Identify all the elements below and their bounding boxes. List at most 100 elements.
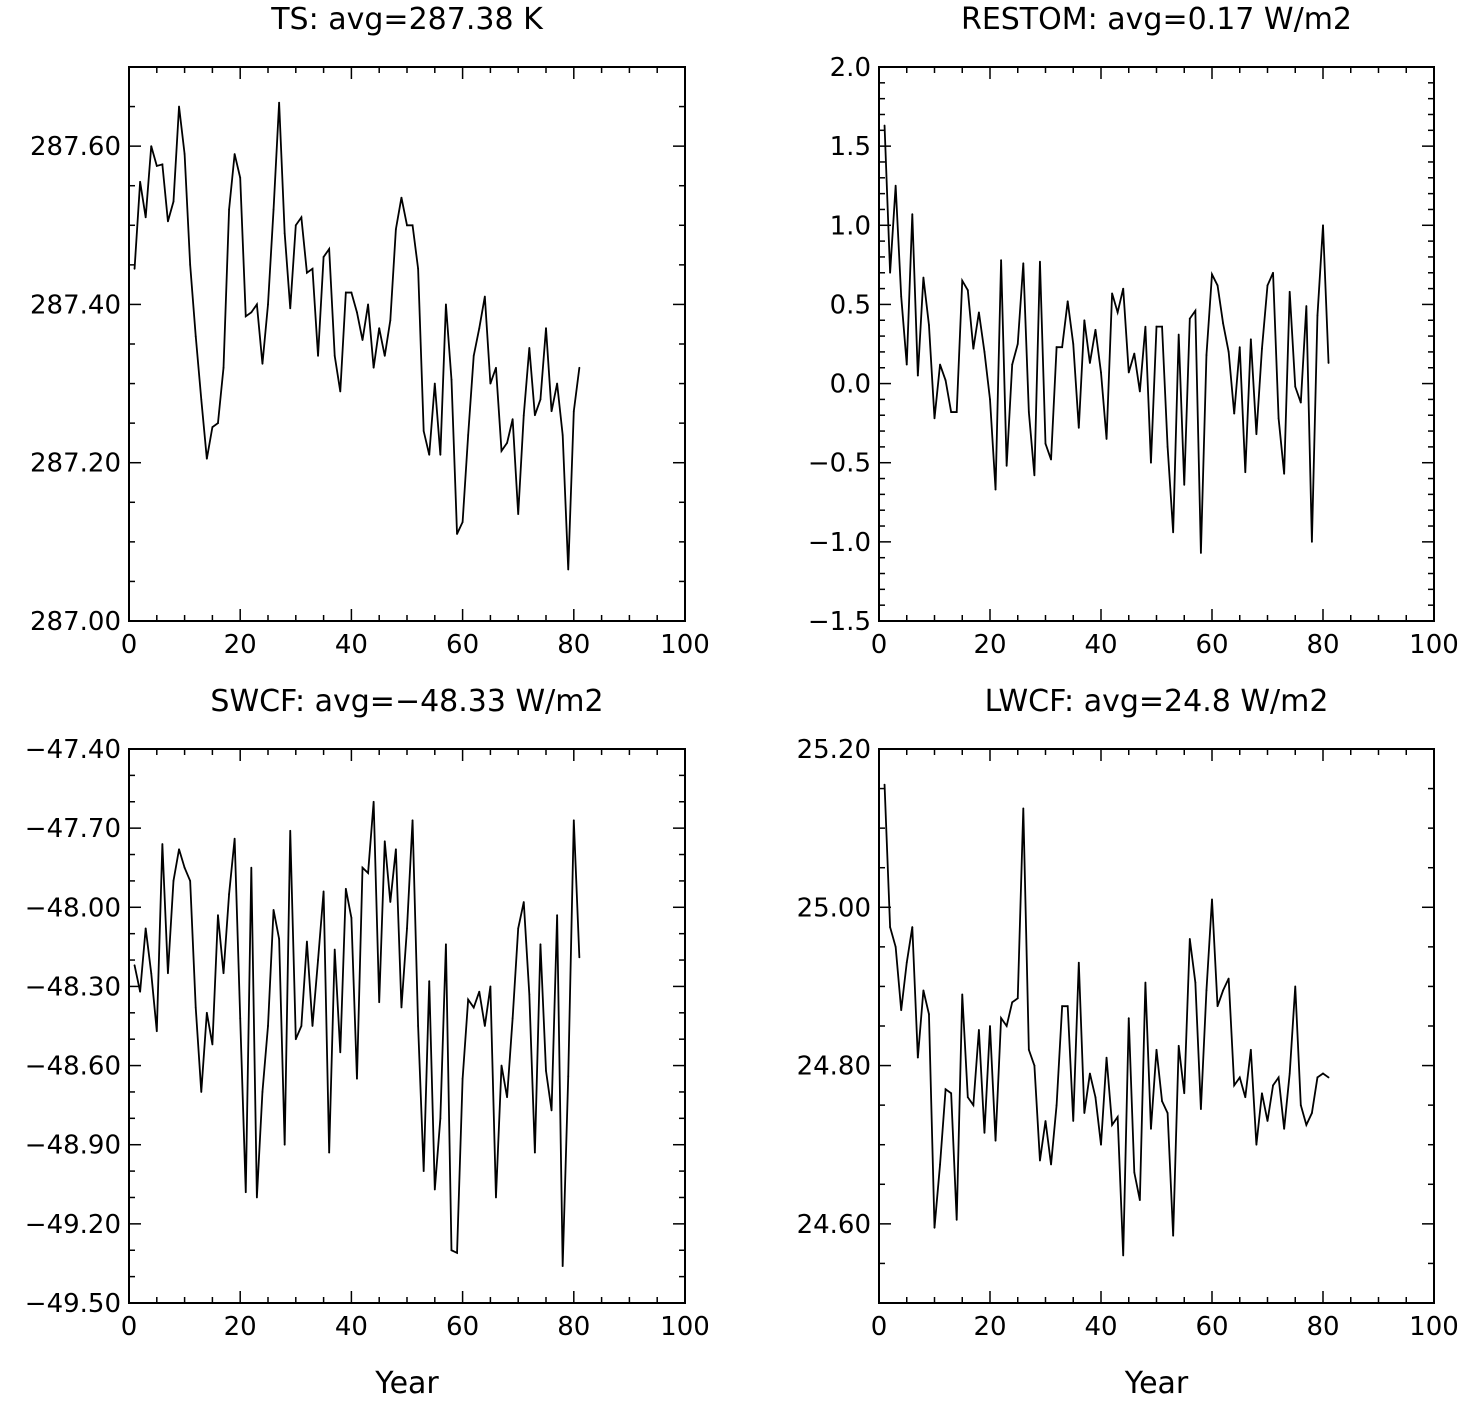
data-point <box>1294 385 1297 388</box>
data-point <box>1050 1163 1052 1166</box>
data-point <box>189 263 192 266</box>
data-point <box>905 961 908 964</box>
data-point <box>1122 1254 1125 1257</box>
data-point <box>406 927 408 930</box>
x-tick-label: 0 <box>871 630 888 660</box>
data-point <box>294 224 297 227</box>
data-point <box>1327 362 1330 364</box>
data-point <box>167 220 169 223</box>
data-point <box>1144 981 1147 984</box>
data-point <box>506 442 508 444</box>
data-point <box>561 1265 564 1267</box>
data-point <box>533 414 536 417</box>
data-point <box>1283 1127 1286 1130</box>
data-point <box>983 351 986 353</box>
data-point <box>944 379 947 382</box>
data-point <box>439 453 442 456</box>
data-point <box>311 267 314 270</box>
data-point <box>394 848 397 851</box>
series-line <box>133 801 581 1267</box>
data-point <box>1133 352 1136 355</box>
data-point <box>350 291 353 294</box>
data-point <box>211 426 214 428</box>
data-point <box>1211 273 1213 276</box>
x-tick-label: 100 <box>660 630 710 660</box>
data-point <box>489 382 492 385</box>
data-point <box>1222 322 1224 325</box>
data-point <box>578 956 581 959</box>
data-point <box>1011 363 1014 366</box>
data-point <box>522 901 525 903</box>
data-point <box>278 938 281 940</box>
data-point <box>150 972 153 975</box>
data-point <box>139 180 142 183</box>
data-point <box>922 989 925 992</box>
data-point <box>378 1001 381 1004</box>
data-point <box>439 1117 442 1120</box>
data-point <box>433 1188 436 1191</box>
data-point <box>1183 483 1186 486</box>
x-tick-label: 80 <box>1306 630 1339 660</box>
data-point <box>905 363 908 366</box>
data-point <box>361 866 364 869</box>
data-point <box>950 1092 953 1095</box>
data-point <box>1044 442 1047 445</box>
data-point <box>228 208 230 211</box>
data-point <box>344 291 347 294</box>
data-point <box>894 945 897 948</box>
data-point <box>383 840 386 843</box>
data-point <box>933 417 936 420</box>
data-point <box>883 783 886 786</box>
chart-panel-4: 0 20 40 60 80 100 24.60 24.80 25.00 25.20 LWCF: av… <box>797 684 1458 1401</box>
y-tick-label: −1.5 <box>808 607 871 637</box>
data-point <box>1266 1120 1269 1122</box>
data-point <box>333 354 336 357</box>
chart-title: LWCF: avg=24.8 W/m2 <box>985 684 1329 719</box>
y-tick-label: 1.0 <box>830 211 871 241</box>
data-point <box>244 315 247 318</box>
data-point <box>1161 325 1163 328</box>
data-point <box>167 972 169 975</box>
data-point <box>572 819 575 822</box>
data-point <box>1172 531 1175 534</box>
data-point <box>239 176 242 179</box>
y-tick-label: 1.5 <box>830 132 871 162</box>
data-point <box>1216 1005 1219 1008</box>
data-point <box>1150 1127 1152 1130</box>
data-point <box>1299 1104 1302 1107</box>
data-point <box>1288 290 1291 293</box>
data-point <box>961 993 964 996</box>
data-point <box>1238 346 1241 349</box>
data-point <box>578 366 581 369</box>
data-point <box>356 311 358 314</box>
x-tick-label: 40 <box>1084 630 1117 660</box>
data-point <box>155 165 158 167</box>
data-point <box>428 980 431 983</box>
data-point <box>422 430 425 432</box>
data-point <box>1011 1001 1014 1004</box>
data-point <box>1305 1124 1308 1126</box>
data-point <box>317 959 319 961</box>
data-point <box>528 993 531 996</box>
data-point <box>517 927 520 930</box>
data-point <box>1016 997 1019 1000</box>
data-point <box>461 1077 464 1080</box>
series-line <box>133 102 581 570</box>
data-point <box>1283 472 1286 475</box>
data-point <box>500 1064 503 1067</box>
data-point <box>1127 371 1130 374</box>
data-point <box>389 319 392 322</box>
plot-frame <box>128 66 686 622</box>
x-tick-label: 20 <box>224 1312 257 1342</box>
data-point <box>550 1109 553 1112</box>
data-point <box>955 1219 958 1221</box>
data-point <box>1316 1076 1319 1079</box>
data-point <box>333 948 336 951</box>
data-point <box>1155 325 1158 328</box>
data-point <box>428 453 431 456</box>
data-point <box>1072 1120 1075 1122</box>
data-point <box>433 382 436 385</box>
data-point <box>572 410 575 413</box>
data-point <box>1222 989 1224 992</box>
data-point <box>556 914 559 917</box>
